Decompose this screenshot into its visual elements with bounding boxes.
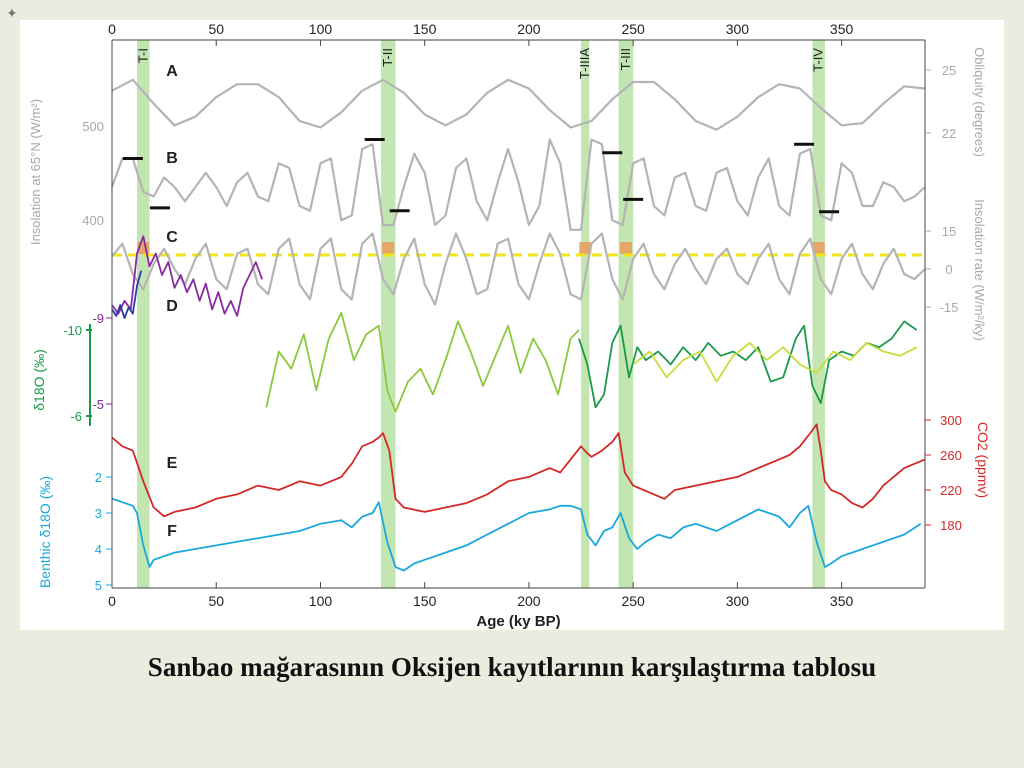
x-tick-label-top-5: 200 bbox=[517, 21, 541, 37]
insolation-rate-axis-title: Insolation rate (W/m²/ky) bbox=[972, 199, 987, 341]
comparison-chart: T-I T-II T-IIIA T-III T-IVABCDEF005050100100… bbox=[28, 21, 991, 630]
co2-tick-label-3: 220 bbox=[940, 483, 962, 498]
green-tick-label-2: -6 bbox=[70, 409, 82, 424]
insolation-tick-label-2: 400 bbox=[82, 213, 104, 228]
x-tick-label-top-1: 0 bbox=[108, 21, 116, 37]
termination-label-4: T-III bbox=[618, 48, 633, 70]
termination-label-1: T-I bbox=[135, 48, 150, 63]
x-tick-label-bottom-2: 50 bbox=[208, 593, 224, 609]
termination-band-4 bbox=[618, 40, 634, 588]
co2-tick-label-4: 180 bbox=[940, 518, 962, 533]
slide-corner-icon: ✦ bbox=[6, 5, 18, 21]
series-line-d-darkgreen bbox=[578, 320, 918, 409]
termination-marker-5 bbox=[812, 242, 825, 254]
x-tick-label-bottom-7: 300 bbox=[726, 593, 750, 609]
benthic-tick-label-4: 5 bbox=[95, 578, 102, 593]
x-tick-label-top-4: 150 bbox=[413, 21, 437, 37]
slide-caption: Sanbao mağarasının Oksijen kayıtlarının … bbox=[147, 652, 877, 682]
series-line-e bbox=[111, 423, 926, 518]
series-line-d-lightgreen bbox=[265, 311, 580, 413]
right-tick-label-obliquity-1: 25 bbox=[942, 63, 956, 78]
purple-tick-label-2: -5 bbox=[92, 397, 104, 412]
x-axis-label: Age (ky BP) bbox=[476, 613, 560, 630]
chart-panel: T-I T-II T-IIIA T-III T-IV A B C D E F 0 0 50 50 100 100… bbox=[20, 20, 1004, 630]
termination-marker-2 bbox=[382, 242, 395, 254]
x-tick-label-top-3: 100 bbox=[309, 21, 333, 37]
termination-label-5: T-IV bbox=[811, 48, 826, 72]
panel-letter-f: F bbox=[167, 523, 177, 540]
obliquity-axis-title: Obliquity (degrees) bbox=[972, 47, 987, 157]
co2-tick-label-2: 260 bbox=[940, 448, 962, 463]
termination-label-3: T-IIIA bbox=[577, 48, 592, 79]
benthic-tick-label-1: 2 bbox=[95, 470, 102, 485]
x-tick-label-bottom-5: 200 bbox=[517, 593, 541, 609]
x-tick-label-bottom-3: 100 bbox=[309, 593, 333, 609]
benthic-tick-label-2: 3 bbox=[95, 506, 102, 521]
termination-marker-3 bbox=[579, 242, 592, 254]
x-tick-label-top-8: 350 bbox=[830, 21, 854, 37]
purple-tick-label-1: -9 bbox=[92, 311, 104, 326]
x-tick-label-bottom-1: 0 bbox=[108, 593, 116, 609]
panel-letter-b: B bbox=[166, 150, 178, 167]
termination-band-3 bbox=[581, 40, 590, 588]
series-line-d-blue bbox=[111, 270, 143, 319]
termination-marker-4 bbox=[619, 242, 632, 254]
benthic-axis-title: Benthic δ18O (‰) bbox=[37, 476, 53, 588]
x-tick-label-top-6: 250 bbox=[621, 21, 645, 37]
x-tick-label-bottom-6: 250 bbox=[621, 593, 645, 609]
x-tick-label-bottom-4: 150 bbox=[413, 593, 437, 609]
insolation-tick-label-1: 500 bbox=[82, 119, 104, 134]
benthic-tick-label-3: 4 bbox=[95, 542, 102, 557]
co2-axis-title: CO2 (ppmv) bbox=[975, 422, 991, 498]
right-tick-label-rate-2: 0 bbox=[945, 262, 952, 277]
series-line-f bbox=[111, 497, 922, 572]
termination-band-5 bbox=[812, 40, 825, 588]
insolation-axis-title: Insolation at 65°N (W/m²) bbox=[28, 99, 43, 245]
series-line-a bbox=[111, 78, 926, 131]
d18o-axis-title: δ18O (‰) bbox=[31, 349, 47, 410]
series-line-d-purple bbox=[111, 235, 263, 317]
panel-letter-e: E bbox=[167, 455, 178, 472]
right-tick-label-rate-1: 15 bbox=[942, 224, 956, 239]
termination-band-1 bbox=[137, 40, 150, 588]
series-line-d-yellow bbox=[632, 341, 918, 383]
series-line-c bbox=[111, 232, 926, 306]
green-tick-label-1: -10 bbox=[63, 323, 82, 338]
panel-letter-c: C bbox=[166, 229, 178, 246]
right-tick-label-obliquity-2: 22 bbox=[942, 126, 956, 141]
x-tick-label-bottom-8: 350 bbox=[830, 593, 854, 609]
panel-letter-d: D bbox=[166, 298, 178, 315]
panel-letter-a: A bbox=[166, 63, 178, 80]
x-tick-label-top-7: 300 bbox=[726, 21, 750, 37]
termination-band-2 bbox=[380, 40, 396, 588]
co2-tick-label-1: 300 bbox=[940, 413, 962, 428]
termination-label-2: T-II bbox=[380, 48, 395, 67]
series-line-b bbox=[110, 138, 926, 231]
right-tick-label-rate-3: -15 bbox=[940, 300, 959, 315]
x-tick-label-top-2: 50 bbox=[208, 21, 224, 37]
